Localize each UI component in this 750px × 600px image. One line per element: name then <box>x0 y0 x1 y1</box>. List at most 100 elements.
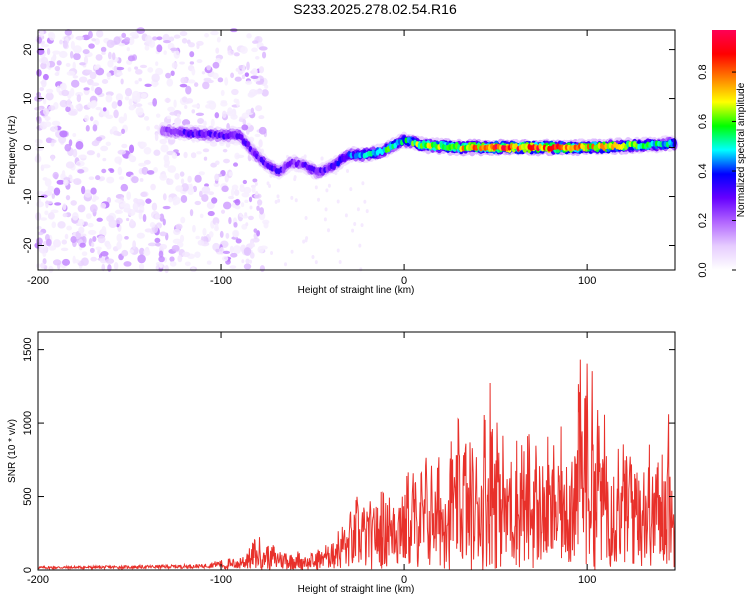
noise-blob <box>101 168 107 174</box>
noise-blob <box>35 237 43 246</box>
noise-blob <box>59 130 68 138</box>
noise-blob <box>171 62 178 69</box>
noise-blob <box>229 245 234 254</box>
noise-blob <box>70 235 77 244</box>
noise-blob <box>221 110 227 119</box>
noise-blob <box>180 194 188 203</box>
y-tick-label: 10 <box>22 92 34 104</box>
noise-blob <box>152 36 158 41</box>
noise-blob <box>52 239 62 248</box>
noise-blob <box>128 153 134 162</box>
noise-blob <box>92 124 98 132</box>
noise-blob <box>241 124 249 131</box>
noise-blob <box>194 82 199 87</box>
noise-blob <box>83 55 89 65</box>
noise-blob <box>202 227 207 236</box>
noise-blob <box>70 79 80 88</box>
noise-blob <box>204 33 209 38</box>
noise-blob <box>57 221 66 229</box>
noise-blob <box>197 117 205 124</box>
noise-blob <box>255 80 264 85</box>
noise-blob <box>53 187 61 196</box>
noise-blob <box>179 83 188 88</box>
noise-blob <box>69 50 74 59</box>
noise-blob <box>210 118 215 127</box>
noise-blob <box>70 88 75 97</box>
noise-blob <box>155 67 164 76</box>
noise-blob <box>176 113 181 118</box>
noise-blob <box>42 97 47 105</box>
noise-blob <box>143 248 151 256</box>
noise-blob <box>276 194 280 199</box>
noise-blob <box>153 149 161 156</box>
noise-blob <box>245 222 249 227</box>
noise-blob <box>346 168 350 173</box>
noise-blob <box>118 43 126 47</box>
noise-blob <box>248 196 253 203</box>
noise-blob <box>106 176 115 184</box>
noise-blob <box>255 105 263 112</box>
noise-blob <box>95 175 101 181</box>
noise-blob <box>196 59 203 64</box>
noise-blob <box>47 185 54 192</box>
noise-blob <box>100 202 107 209</box>
noise-blob <box>91 140 100 147</box>
noise-blob <box>155 61 159 66</box>
noise-blob <box>65 62 71 68</box>
noise-blob <box>44 210 49 216</box>
noise-blob <box>257 245 265 254</box>
noise-blob <box>166 178 174 186</box>
y-tick-label: 1500 <box>22 337 34 361</box>
noise-blob <box>155 113 161 118</box>
noise-blob <box>142 214 147 223</box>
noise-blob <box>126 47 130 52</box>
noise-blob <box>85 124 90 132</box>
noise-blob <box>136 232 145 239</box>
noise-blob <box>35 147 44 152</box>
noise-blob <box>115 217 123 225</box>
noise-blob <box>202 148 210 153</box>
noise-blob <box>90 187 97 195</box>
noise-blob <box>349 187 353 192</box>
noise-blob <box>90 242 95 248</box>
noise-blob <box>240 202 245 208</box>
noise-blob <box>121 32 127 38</box>
x-tick-label: 0 <box>401 275 407 287</box>
y-tick-label: 1000 <box>22 411 34 435</box>
noise-blob <box>194 251 201 259</box>
noise-blob <box>95 246 102 251</box>
noise-blob <box>116 241 122 250</box>
noise-blob <box>251 68 258 76</box>
noise-blob <box>180 216 186 224</box>
noise-blob <box>45 92 54 101</box>
noise-blob <box>234 205 241 210</box>
noise-blob <box>89 204 98 213</box>
noise-blob <box>118 176 125 181</box>
noise-blob <box>72 148 78 158</box>
noise-blob <box>134 209 144 213</box>
noise-blob <box>78 226 85 234</box>
noise-blob <box>241 259 245 264</box>
noise-blob <box>91 100 98 108</box>
noise-blob <box>191 104 200 108</box>
noise-blob <box>169 261 177 267</box>
colorbar-tick-label: 0.4 <box>697 163 709 178</box>
x-tick-label: -200 <box>27 275 49 287</box>
noise-blob <box>219 247 225 255</box>
noise-blob <box>356 207 360 212</box>
noise-blob <box>320 156 324 161</box>
noise-blob <box>242 119 247 126</box>
noise-blob <box>203 120 207 127</box>
noise-blob <box>115 93 124 102</box>
noise-blob <box>86 150 95 156</box>
noise-blob <box>184 261 191 267</box>
noise-blob <box>106 243 112 250</box>
noise-blob <box>258 66 265 74</box>
noise-blob <box>151 202 158 211</box>
noise-blob <box>51 120 61 126</box>
noise-blob <box>134 103 143 108</box>
noise-blob <box>232 245 242 254</box>
noise-blob <box>123 261 132 267</box>
noise-blob <box>324 207 328 212</box>
noise-blob <box>194 200 202 206</box>
